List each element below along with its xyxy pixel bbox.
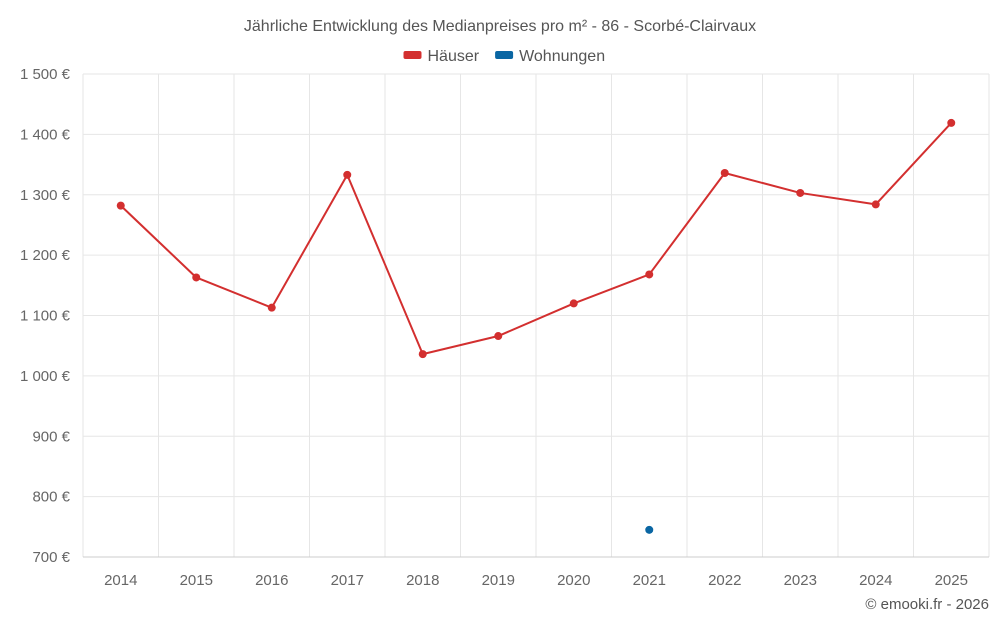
x-tick-label: 2017 (331, 572, 364, 589)
y-tick-label: 1 000 € (20, 368, 71, 385)
legend-swatch-hauser (403, 51, 422, 59)
chart-title: Jährliche Entwicklung des Medianpreises … (244, 18, 756, 35)
y-tick-label: 800 € (32, 489, 70, 506)
gridlines (82, 73, 990, 558)
x-tick-label: 2014 (104, 572, 137, 589)
data-point-hauser-2018 (418, 350, 427, 359)
x-tick-label: 2025 (935, 572, 968, 589)
y-tick-label: 900 € (32, 428, 70, 445)
y-tick-label: 1 200 € (20, 247, 71, 264)
x-tick-label: 2022 (708, 572, 741, 589)
legend-swatch-wohnungen (495, 51, 514, 59)
data-point-hauser-2014 (116, 201, 125, 210)
series-line-hauser (120, 122, 952, 356)
data-point-hauser-2019 (494, 332, 503, 341)
y-tick-label: 1 400 € (20, 126, 71, 143)
x-tick-label: 2020 (557, 572, 590, 589)
data-point-hauser-2023 (796, 188, 805, 197)
data-point-hauser-2017 (343, 170, 352, 179)
legend-label-hauser: Häuser (428, 48, 480, 65)
x-tick-label: 2023 (784, 572, 817, 589)
y-tick-label: 700 € (32, 549, 70, 566)
legend-label-wohnungen: Wohnungen (519, 48, 605, 65)
series-layer (116, 118, 956, 534)
x-tick-label: 2016 (255, 572, 288, 589)
x-tick-label: 2018 (406, 572, 439, 589)
y-tick-label: 1 500 € (20, 66, 71, 83)
y-tick-label: 1 300 € (20, 187, 71, 204)
x-axis: 2014 2015 2016 2017 2018 2019 2020 2021 2022 2023… (104, 572, 968, 589)
x-tick-label: 2021 (633, 572, 666, 589)
x-tick-label: 2015 (180, 572, 213, 589)
y-axis: 700 € 800 € 900 € 1 000 € 1 100 € 1 200 € 1 30… (20, 66, 71, 566)
data-point-hauser-2016 (267, 303, 276, 312)
x-tick-label: 2019 (482, 572, 515, 589)
y-tick-label: 1 100 € (20, 308, 71, 325)
data-point-hauser-2020 (569, 299, 578, 308)
data-point-wohnungen-2021 (645, 525, 654, 534)
data-point-hauser-2025 (947, 118, 956, 127)
legend: Häuser Wohnungen (403, 48, 605, 65)
data-point-hauser-2015 (192, 273, 201, 282)
data-point-hauser-2024 (871, 200, 880, 209)
credit-text: © emooki.fr - 2026 (865, 596, 989, 613)
x-tick-label: 2024 (859, 572, 892, 589)
data-point-hauser-2021 (645, 270, 654, 279)
data-point-hauser-2022 (720, 169, 729, 178)
